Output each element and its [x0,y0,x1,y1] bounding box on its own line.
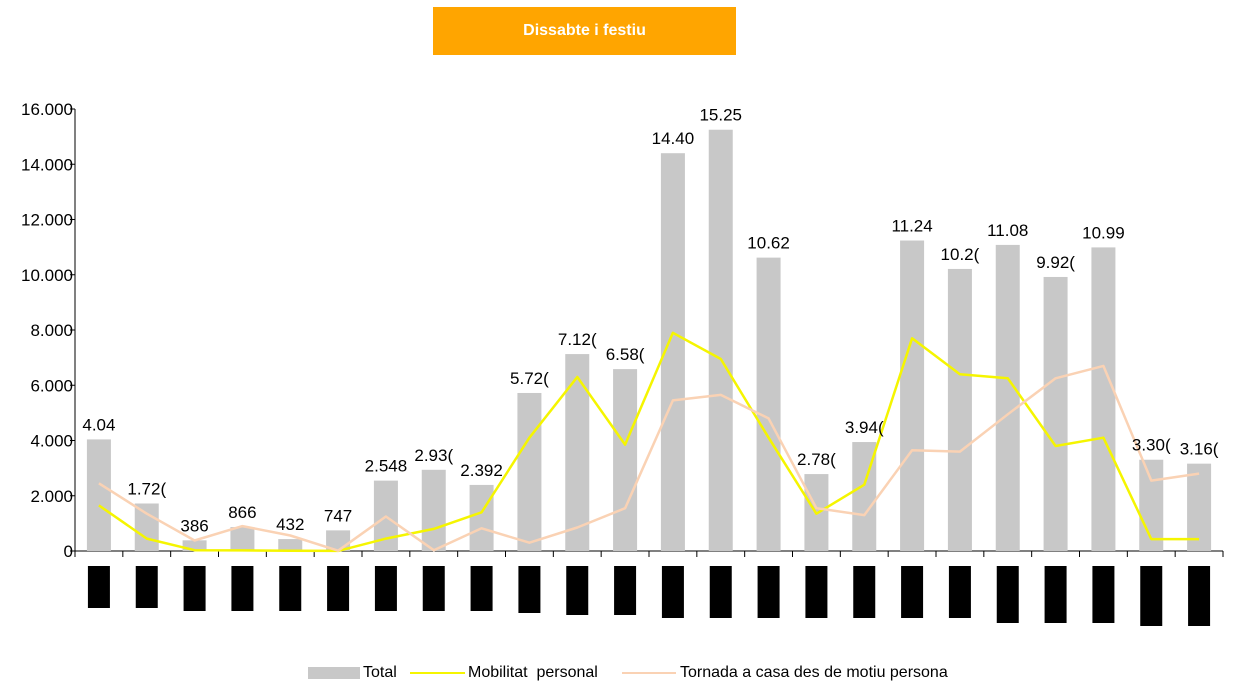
y-tick-label: 10.000 [21,266,73,285]
y-tick-label: 6.000 [30,376,73,395]
bar-total [995,244,1020,552]
bar-data-label: 6.58( [606,345,645,364]
bar-data-label: 11.08 [987,221,1028,240]
bar-data-label: 3.94( [845,418,884,437]
bar-data-label: 2.93( [414,446,453,465]
legend-item-tornada: Tornada a casa des de motiu persona [622,664,948,682]
legend-swatch-tornada [622,672,676,674]
y-tick-label: 2.000 [30,487,73,506]
legend-item-total: Total [308,664,397,682]
band-mark [518,566,541,613]
bar-data-label: 386 [180,516,208,535]
bar-data-label: 3.30( [1132,436,1171,455]
bar-total [469,484,494,551]
legend-label-tornada: Tornada a casa des de motiu persona [680,664,948,681]
line-series [98,331,1200,553]
y-tick-label: 16.000 [21,100,73,119]
bottom-band-marks [87,566,1211,626]
band-mark [374,566,397,611]
band-mark [996,566,1019,623]
band-mark [1140,566,1163,626]
bar-data-label: 2.548 [365,457,408,476]
band-mark [757,566,780,618]
legend-item-mobilitat: Mobilitat personal [410,664,598,682]
band-mark [87,566,110,608]
band-mark [1188,566,1211,626]
bar-data-label: 747 [324,506,352,525]
bar-data-label: 866 [228,503,256,522]
data-labels: 4.04 1.72( 386 866 432 747 2.548 2.93( 2.392 5.72… [82,106,1218,536]
bar-total [1187,463,1212,551]
bar-data-label: 10.62 [747,234,790,253]
band-mark [231,566,254,611]
bar-total [900,240,925,551]
band-mark [135,566,158,608]
bar-total [421,469,446,551]
bar-data-label: 2.392 [460,461,503,480]
band-mark [614,566,637,615]
band-mark [1092,566,1115,623]
y-tick-label: 8.000 [30,321,73,340]
band-mark [566,566,589,615]
bar-total [565,354,590,551]
bar-total [1091,247,1116,551]
line-mobilitat-personal [98,331,1200,553]
band-mark [661,566,684,618]
axes: 0 2.000 4.000 6.000 8.000 10.000 12.000 14.000 1… [21,100,1224,561]
band-mark [805,566,828,618]
band-mark [422,566,445,611]
band-mark [279,566,302,611]
band-mark [901,566,924,618]
bar-total [86,439,111,551]
line-tornada-casa [98,364,1200,552]
band-mark [709,566,732,618]
bar-total [613,369,638,551]
band-mark [183,566,206,611]
bar-data-label: 5.72( [510,369,549,388]
bar-total [756,257,781,551]
bar-total [1043,276,1068,551]
y-tick-label: 14.000 [21,155,73,174]
bar-total [947,268,972,551]
bar-total [182,540,207,551]
combo-chart: 0 2.000 4.000 6.000 8.000 10.000 12.000 14.000 1… [21,100,1224,626]
bar-data-label: 3.16( [1180,440,1219,459]
chart-title: Dissabte i festiu [433,7,736,55]
legend-label-mobilitat: Mobilitat personal [468,664,598,681]
bar-series-total [86,129,1212,552]
band-mark [853,566,876,618]
bar-data-label: 10.99 [1082,223,1125,242]
bar-data-label: 10.2( [941,245,980,264]
band-mark [948,566,971,618]
band-mark [327,566,350,611]
bar-total [708,129,733,551]
bar-data-label: 9.92( [1036,253,1075,272]
bar-data-label: 7.12( [558,330,597,349]
legend-swatch-mobilitat [410,672,465,674]
legend: Total Mobilitat personal Tornada a casa … [0,664,1238,688]
y-tick-label: 4.000 [30,432,73,451]
bar-total [278,539,303,551]
bar-data-label: 1.72( [127,479,166,498]
legend-label-total: Total [363,664,397,681]
bar-total [230,527,255,551]
bar-total [517,392,542,551]
legend-swatch-total [308,667,360,679]
bar-total [134,503,159,551]
bar-data-label: 14.40 [652,129,695,148]
y-tick-label: 0 [64,542,73,561]
bar-data-label: 432 [276,515,304,534]
bar-data-label: 15.25 [699,106,742,125]
y-tick-label: 12.000 [21,211,73,230]
band-mark [470,566,493,611]
bar-data-label: 4.04 [82,415,115,434]
bar-data-label: 11.24 [891,216,932,235]
bar-total [1139,459,1164,551]
band-mark [1044,566,1067,623]
bar-data-label: 2.78( [797,450,836,469]
